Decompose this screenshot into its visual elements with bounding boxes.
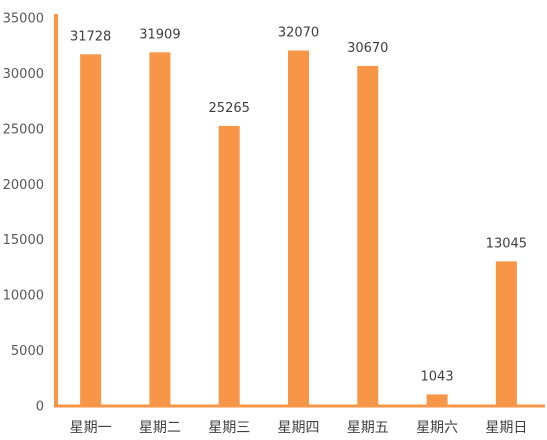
data-label: 31909 — [139, 27, 180, 42]
bars — [80, 50, 517, 407]
data-label: 30670 — [347, 41, 388, 56]
y-tick-label: 0 — [36, 400, 44, 415]
y-tick-label: 35000 — [3, 12, 44, 27]
bar-1 — [80, 54, 102, 406]
bar-3 — [218, 125, 240, 406]
bar-2 — [149, 52, 171, 407]
category-labels: 星期一 星期二 星期三 星期四 星期五 星期六 星期日 — [70, 420, 528, 436]
category-label: 星期六 — [416, 420, 458, 436]
y-tick-label: 30000 — [3, 67, 44, 82]
bar-5 — [357, 66, 379, 406]
category-label: 星期四 — [278, 420, 320, 436]
y-tick-label: 10000 — [3, 289, 44, 304]
data-label: 25265 — [209, 101, 250, 116]
data-label: 1043 — [421, 369, 454, 384]
y-tick-label: 5000 — [11, 344, 44, 359]
data-label: 13045 — [486, 236, 527, 251]
bar-6 — [426, 394, 448, 406]
category-label: 星期五 — [347, 420, 389, 436]
data-label: 32070 — [278, 25, 319, 40]
y-tick-label: 25000 — [3, 122, 44, 137]
bar-4 — [288, 50, 309, 407]
category-label: 星期日 — [485, 420, 527, 436]
category-label: 星期一 — [70, 420, 112, 436]
category-label: 星期二 — [139, 420, 181, 436]
y-axis-ticks: 0 5000 10000 15000 20000 25000 30000 35000 — [3, 12, 44, 415]
bar-7 — [495, 261, 517, 406]
data-labels: 31728 31909 25265 32070 30670 1043 13045 — [70, 25, 527, 384]
category-label: 星期三 — [208, 420, 250, 436]
y-tick-label: 15000 — [3, 233, 44, 248]
y-tick-label: 20000 — [3, 178, 44, 193]
data-label: 31728 — [70, 29, 111, 44]
